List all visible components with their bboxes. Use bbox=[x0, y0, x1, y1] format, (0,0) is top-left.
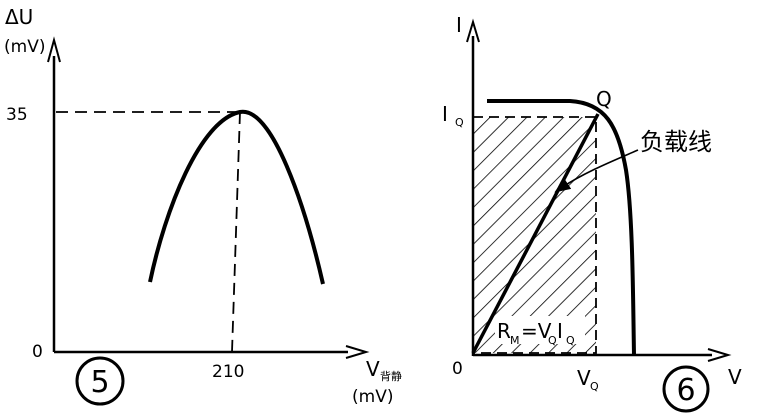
x-tick-210: 210 bbox=[212, 362, 244, 382]
power-formula: R M =V Q I Q bbox=[495, 316, 585, 347]
vq-label: V bbox=[577, 366, 591, 390]
formula-eq-v: =V bbox=[521, 319, 552, 343]
iv-characteristic-curve bbox=[487, 99, 636, 356]
y-label-delta-u: ΔU bbox=[5, 5, 33, 29]
right-origin-label: 0 bbox=[452, 359, 463, 379]
formula-vq-sub: Q bbox=[548, 334, 557, 347]
x-unit-mv: (mV) bbox=[352, 387, 393, 407]
figure-number-5: 5 bbox=[90, 365, 109, 400]
y-unit-mv: (mV) bbox=[4, 37, 45, 57]
load-line bbox=[471, 113, 600, 354]
left-x-arrowhead bbox=[345, 345, 370, 359]
x-label-subscript: 背静 bbox=[380, 369, 402, 383]
formula-r: R bbox=[497, 319, 511, 343]
bell-curve bbox=[148, 109, 325, 285]
formula-background bbox=[495, 316, 585, 344]
figure-number-6-circle bbox=[662, 365, 710, 413]
formula-i: I bbox=[557, 319, 563, 343]
left-y-arrowhead bbox=[47, 36, 61, 63]
right-y-arrowhead bbox=[466, 18, 480, 43]
q-point-label: Q bbox=[596, 87, 612, 111]
iq-label: I bbox=[442, 102, 448, 126]
figure-number-6: 6 bbox=[676, 373, 695, 408]
vq-subscript: Q bbox=[590, 380, 599, 393]
right-x-arrowhead bbox=[707, 348, 732, 362]
x-label-v: V bbox=[366, 357, 380, 381]
load-line-pointer bbox=[554, 149, 639, 193]
y-tick-35: 35 bbox=[6, 105, 28, 125]
peak-vertical-dash bbox=[231, 111, 241, 353]
figure-number-5-circle bbox=[75, 356, 125, 406]
left-plot: ΔU (mV) 35 0 210 V 背静 (mV) 5 bbox=[4, 5, 402, 407]
iq-subscript: Q bbox=[455, 116, 464, 129]
right-y-label-i: I bbox=[456, 13, 462, 37]
left-origin-label: 0 bbox=[32, 342, 43, 362]
load-line-label: 负载线 bbox=[640, 128, 712, 156]
formula-r-sub: M bbox=[510, 334, 520, 347]
formula-iq-sub: Q bbox=[566, 334, 575, 347]
right-x-label-v: V bbox=[728, 365, 742, 389]
right-plot: I I Q Q 负载线 R M =V Q I Q 0 V Q V 6 bbox=[442, 13, 742, 413]
